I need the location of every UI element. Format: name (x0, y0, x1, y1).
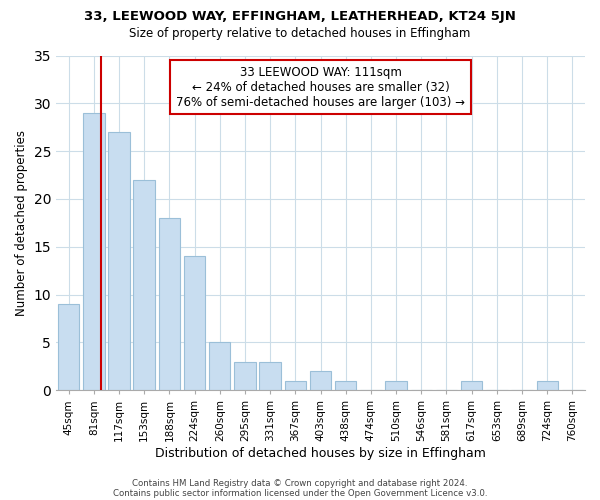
Text: Size of property relative to detached houses in Effingham: Size of property relative to detached ho… (130, 28, 470, 40)
Y-axis label: Number of detached properties: Number of detached properties (15, 130, 28, 316)
Bar (536, 380, 558, 390)
Text: 33 LEEWOOD WAY: 111sqm
← 24% of detached houses are smaller (32)
76% of semi-det: 33 LEEWOOD WAY: 111sqm ← 24% of detached… (176, 66, 465, 108)
Bar (58, 304, 79, 390)
Bar (133, 180, 155, 390)
Bar (385, 380, 407, 390)
Text: 33, LEEWOOD WAY, EFFINGHAM, LEATHERHEAD, KT24 5JN: 33, LEEWOOD WAY, EFFINGHAM, LEATHERHEAD,… (84, 10, 516, 23)
Text: Contains HM Land Registry data © Crown copyright and database right 2024.: Contains HM Land Registry data © Crown c… (132, 478, 468, 488)
Bar (234, 362, 256, 390)
Bar (184, 256, 205, 390)
Bar (158, 218, 180, 390)
Bar (461, 380, 482, 390)
Bar (310, 371, 331, 390)
Bar (83, 113, 104, 390)
Bar (335, 380, 356, 390)
Bar (284, 380, 306, 390)
Bar (259, 362, 281, 390)
X-axis label: Distribution of detached houses by size in Effingham: Distribution of detached houses by size … (155, 447, 486, 460)
Bar (109, 132, 130, 390)
Bar (209, 342, 230, 390)
Text: Contains public sector information licensed under the Open Government Licence v3: Contains public sector information licen… (113, 488, 487, 498)
